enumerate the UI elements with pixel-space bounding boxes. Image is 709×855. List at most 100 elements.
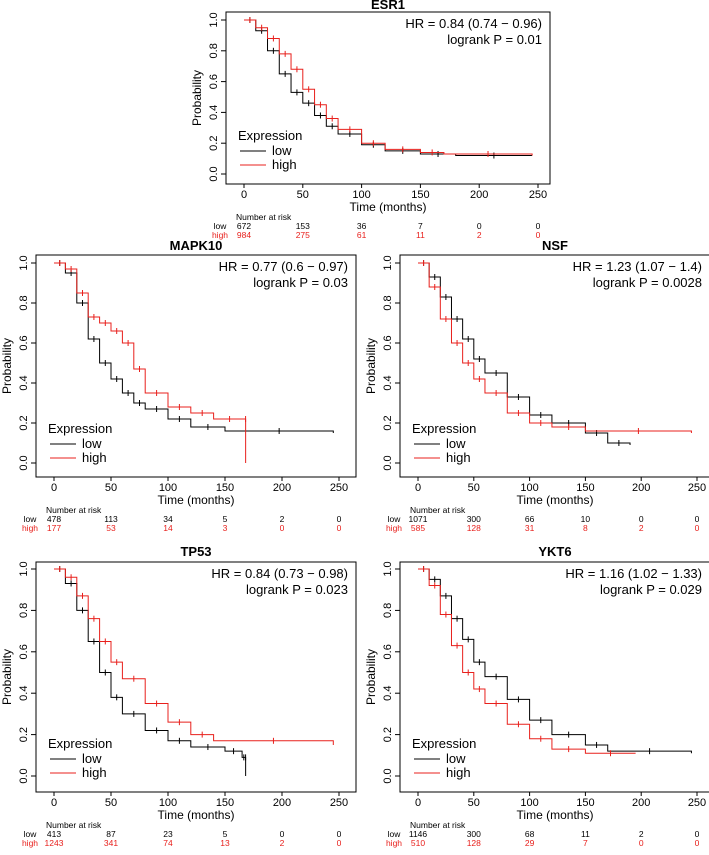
y-tick-label: 1.0 [18,255,30,270]
risk-low-value: 87 [106,829,116,839]
legend-title: Expression [412,736,476,751]
risk-low-value: 0 [639,514,644,524]
risk-high-value: 0 [695,838,700,848]
x-tick-label: 200 [632,482,650,494]
risk-label-low: low [24,829,38,839]
risk-low-value: 0 [695,514,700,524]
risk-low-value: 11 [581,829,590,839]
x-tick-label: 250 [688,482,706,494]
risk-low-value: 2 [639,829,644,839]
risk-high-value: 74 [163,838,173,848]
x-tick-label: 100 [352,189,370,201]
risk-low-value: 66 [525,514,535,524]
x-axis-label: Time (months) [158,493,235,507]
logrank-p-text: logrank P = 0.03 [253,275,348,290]
risk-high-value: 53 [106,523,116,533]
risk-low-value: 7 [418,221,423,231]
x-tick-label: 150 [576,797,594,809]
risk-table-header: Number at risk [410,820,466,830]
y-tick-label: 0.0 [18,768,30,783]
plot-frame [35,254,357,478]
y-axis-label: Probability [364,338,378,394]
y-tick-label: 0.2 [208,136,220,151]
x-tick-label: 0 [51,482,57,494]
y-tick-label: 0.0 [382,768,394,783]
y-tick-label: 1.0 [208,12,220,27]
y-tick-label: 0.0 [208,166,220,181]
y-tick-label: 0.6 [382,335,394,350]
panel-title: MAPK10 [170,238,223,253]
y-tick-label: 0.2 [18,727,30,742]
hazard-ratio-text: HR = 0.84 (0.74 − 0.96) [405,16,542,31]
x-tick-label: 50 [468,797,480,809]
legend-title: Expression [48,736,112,751]
risk-table-header: Number at risk [410,505,466,515]
risk-high-value: 0 [536,230,541,240]
y-axis-label: Probability [190,70,204,126]
x-tick-label: 200 [273,482,291,494]
risk-high-value: 128 [467,523,481,533]
x-tick-label: 0 [415,797,421,809]
survival-curve-high [244,19,533,156]
y-axis-label: Probability [0,649,14,705]
panel-title: YKT6 [538,544,571,559]
risk-table-header: Number at risk [46,820,102,830]
y-tick-label: 0.2 [18,415,30,430]
x-tick-label: 250 [529,189,547,201]
y-axis-label: Probability [364,649,378,705]
y-tick-label: 0.4 [382,686,394,701]
legend-entry-low: low [82,436,102,451]
hazard-ratio-text: HR = 0.84 (0.73 − 0.98) [211,566,348,581]
legend-entry-high: high [446,450,471,465]
x-axis-label: Time (months) [517,808,594,822]
x-tick-label: 250 [330,482,348,494]
panel-title: ESR1 [371,0,405,12]
y-tick-label: 0.4 [382,375,394,390]
legend-title: Expression [238,128,302,143]
y-tick-label: 1.0 [382,561,394,576]
y-tick-label: 0.8 [382,295,394,310]
legend-entry-low: low [272,143,292,158]
risk-high-value: 128 [467,838,481,848]
x-tick-label: 150 [576,482,594,494]
legend-title: Expression [48,421,112,436]
survival-curve-low [54,262,334,433]
x-tick-label: 100 [520,482,538,494]
risk-label-low: low [388,514,402,524]
x-tick-label: 50 [105,797,117,809]
panel-title: TP53 [180,544,211,559]
risk-low-value: 36 [357,221,367,231]
y-tick-label: 1.0 [18,561,30,576]
risk-high-value: 31 [525,523,535,533]
plot-frame [225,11,551,185]
plot-frame [35,561,357,793]
risk-low-value: 0 [536,221,541,231]
risk-label-low: low [24,514,38,524]
y-tick-label: 0.6 [382,644,394,659]
risk-low-value: 1146 [409,829,428,839]
panel-title: NSF [542,238,568,253]
y-tick-label: 0.8 [18,603,30,618]
legend-entry-low: low [446,751,466,766]
x-tick-label: 100 [159,482,177,494]
risk-high-value: 0 [337,838,342,848]
logrank-p-text: logrank P = 0.023 [246,582,348,597]
x-tick-label: 50 [297,189,309,201]
hazard-ratio-text: HR = 0.77 (0.6 − 0.97) [219,259,348,274]
x-tick-label: 100 [159,797,177,809]
x-tick-label: 200 [273,797,291,809]
risk-low-value: 5 [223,514,228,524]
y-tick-label: 0.4 [208,105,220,120]
plot-frame [399,254,709,478]
y-tick-label: 1.0 [382,255,394,270]
x-tick-label: 100 [520,797,538,809]
risk-low-value: 153 [296,221,310,231]
risk-high-value: 341 [104,838,118,848]
risk-high-value: 14 [163,523,173,533]
y-tick-label: 0.8 [18,295,30,310]
risk-high-value: 1243 [45,838,64,848]
risk-low-value: 0 [337,829,342,839]
